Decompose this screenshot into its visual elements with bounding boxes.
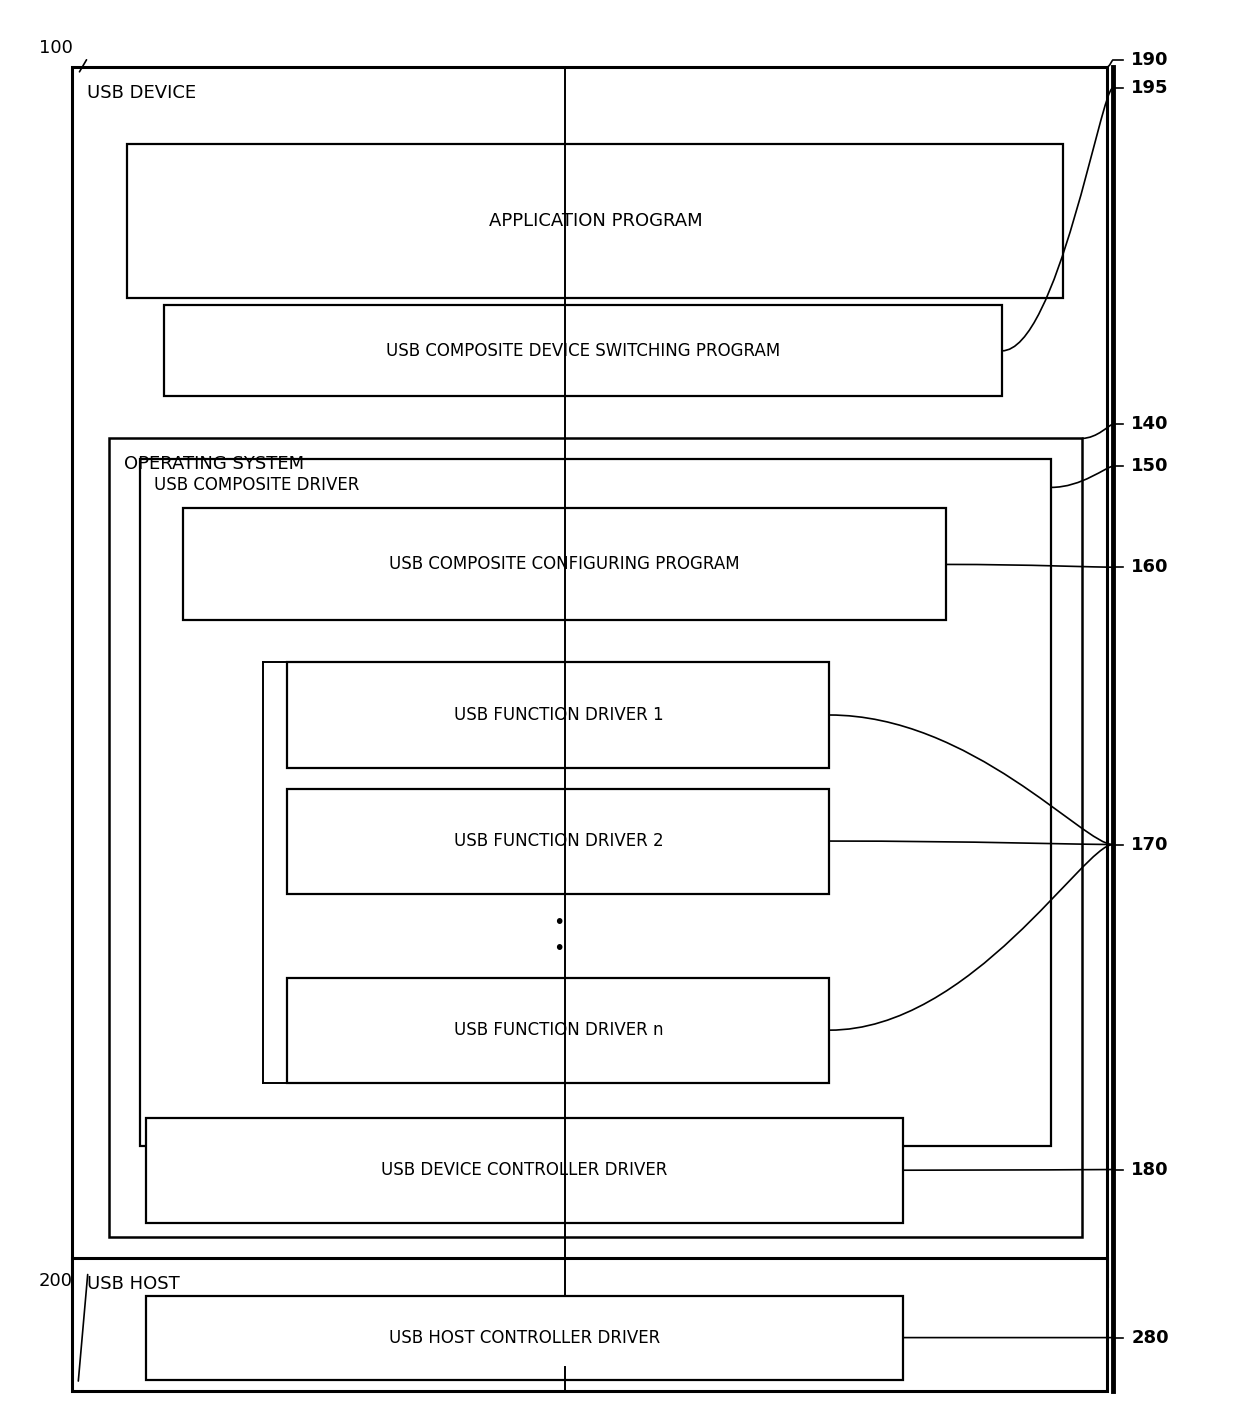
Text: 100: 100 <box>38 39 72 58</box>
Text: 170: 170 <box>1131 836 1168 854</box>
Bar <box>288 789 830 893</box>
Text: 180: 180 <box>1131 1161 1169 1178</box>
Text: 195: 195 <box>1131 79 1168 97</box>
Bar <box>288 978 830 1082</box>
Text: 150: 150 <box>1131 458 1168 475</box>
Text: •
•: • • <box>553 913 564 958</box>
Text: USB COMPOSITE DEVICE SWITCHING PROGRAM: USB COMPOSITE DEVICE SWITCHING PROGRAM <box>386 342 780 359</box>
Text: USB HOST CONTROLLER DRIVER: USB HOST CONTROLLER DRIVER <box>389 1329 660 1347</box>
Bar <box>128 144 1064 299</box>
Text: 190: 190 <box>1131 51 1168 69</box>
Text: 280: 280 <box>1131 1329 1169 1347</box>
Bar <box>140 459 1052 1146</box>
Bar <box>164 306 1002 396</box>
Bar <box>146 1117 903 1223</box>
Text: 140: 140 <box>1131 416 1168 434</box>
Text: 200: 200 <box>38 1272 73 1289</box>
Bar <box>288 662 830 768</box>
Bar <box>146 1296 903 1379</box>
Text: USB DEVICE: USB DEVICE <box>87 85 196 101</box>
Text: USB COMPOSITE CONFIGURING PROGRAM: USB COMPOSITE CONFIGURING PROGRAM <box>389 555 740 573</box>
Text: USB FUNCTION DRIVER 2: USB FUNCTION DRIVER 2 <box>454 833 663 850</box>
Text: USB COMPOSITE DRIVER: USB COMPOSITE DRIVER <box>155 476 360 495</box>
Text: APPLICATION PROGRAM: APPLICATION PROGRAM <box>489 213 702 230</box>
Text: 160: 160 <box>1131 558 1168 576</box>
Bar <box>72 1258 1106 1391</box>
Text: USB FUNCTION DRIVER 1: USB FUNCTION DRIVER 1 <box>454 706 663 724</box>
Text: OPERATING SYSTEM: OPERATING SYSTEM <box>124 455 304 473</box>
Bar <box>182 509 946 620</box>
Text: USB FUNCTION DRIVER n: USB FUNCTION DRIVER n <box>454 1022 663 1040</box>
Bar <box>109 438 1081 1237</box>
Bar <box>72 68 1106 1286</box>
Text: USB DEVICE CONTROLLER DRIVER: USB DEVICE CONTROLLER DRIVER <box>382 1161 667 1179</box>
Text: USB HOST: USB HOST <box>87 1275 180 1292</box>
